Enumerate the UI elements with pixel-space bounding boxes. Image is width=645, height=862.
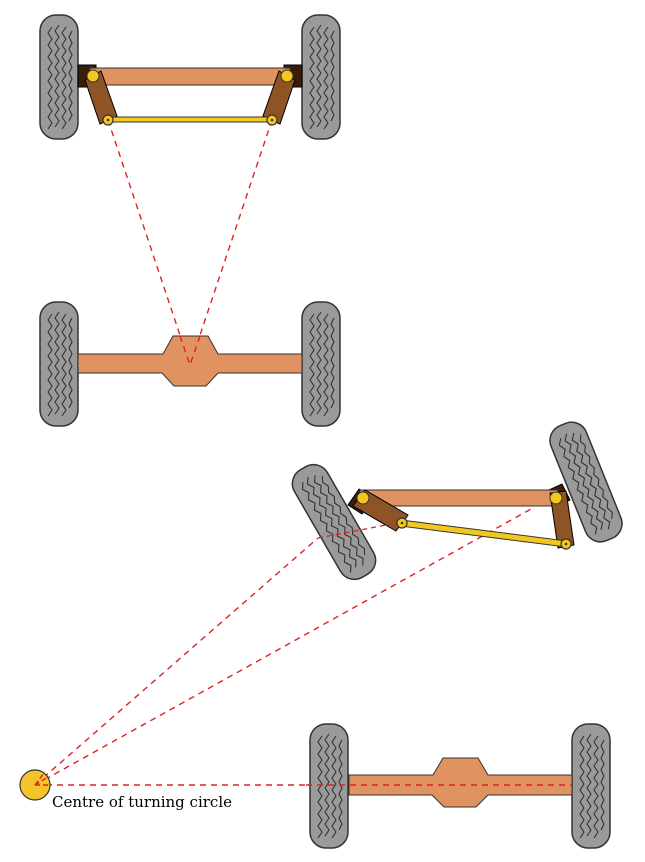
turning-centre: Centre of turning circle [19, 769, 232, 811]
rear-axle-turning [306, 723, 611, 849]
tie-rod-end-right-turning-center [564, 542, 568, 546]
rear-axle-housing-turning [348, 757, 573, 808]
tyre-right-front [301, 14, 341, 140]
turning-construction-lines [34, 508, 532, 786]
tie-rod-turning [399, 519, 568, 548]
tyre-right-rear-turning [571, 723, 611, 849]
construction-line [107, 119, 191, 366]
tyre-left-rear [39, 301, 79, 427]
kingpin-pivot-left [86, 69, 100, 83]
tie-rod [107, 116, 273, 123]
front-axle-beam [89, 67, 291, 86]
tie-rod-end-left-turning-center [400, 521, 404, 525]
construction-line [189, 335, 201, 366]
construction-line [34, 537, 319, 786]
tyre-left-front-turning [285, 458, 383, 586]
tie-rod-end-left-center [106, 118, 110, 122]
front-axle-turning [285, 416, 628, 586]
tyre-right-rear [301, 301, 341, 427]
turning-centre-marker-line-a [34, 776, 49, 786]
front-axle-beam-turning [359, 489, 559, 507]
kingpin-pivot-right [280, 69, 294, 83]
front-axle-straight [39, 14, 341, 366]
steering-arm-right-turning [549, 490, 575, 549]
turning-centre-marker-line-b [34, 772, 45, 786]
construction-line [189, 119, 273, 366]
tyre-left-front [39, 14, 79, 140]
kingpin-pivot-left-turning [356, 491, 370, 505]
tie-rod-end-right-center [270, 118, 274, 122]
tyre-left-rear-turning [309, 723, 349, 849]
construction-line [179, 335, 191, 366]
rear-axle-straight [39, 301, 341, 427]
rear-axle-housing [77, 335, 303, 387]
kingpin-pivot-right-turning [549, 491, 563, 505]
construction-line [34, 508, 532, 786]
turning-centre-caption: Centre of turning circle [52, 793, 232, 811]
